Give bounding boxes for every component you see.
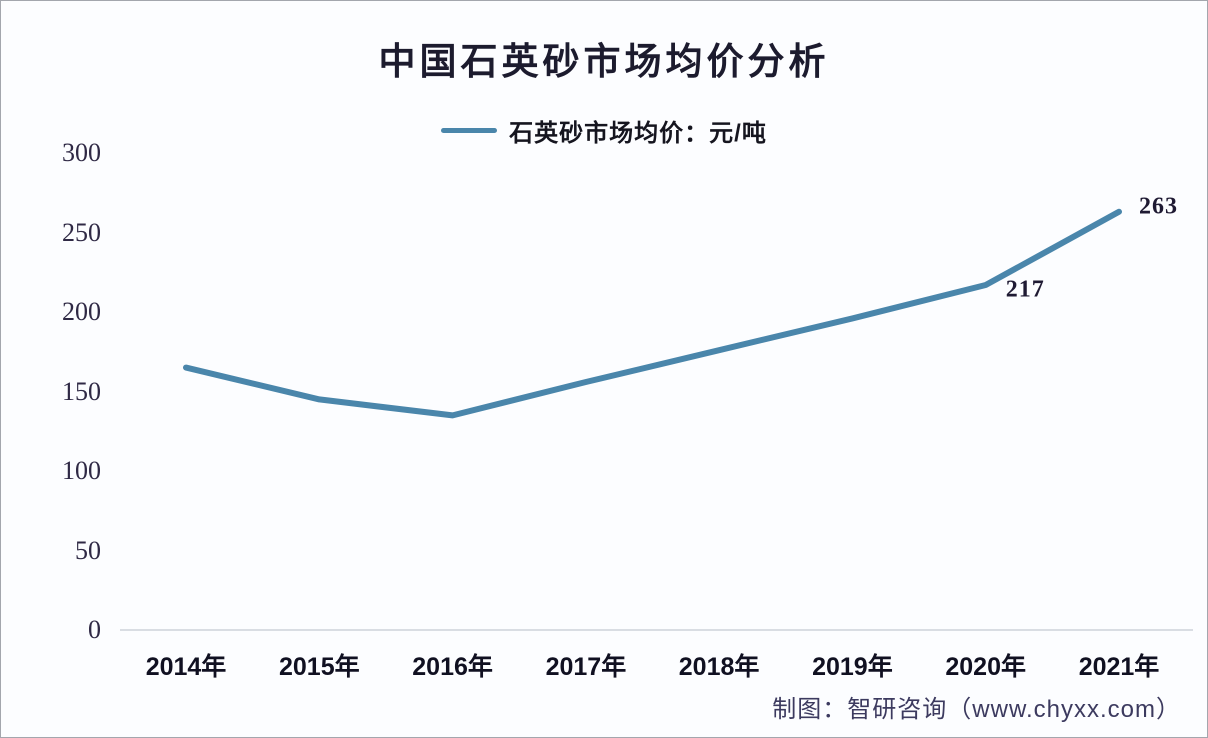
price-series-line xyxy=(183,208,1122,419)
legend-series-label: 石英砂市场均价：元/吨 xyxy=(509,120,767,147)
point-value-label: 217 xyxy=(1005,276,1045,303)
y-tick-label: 50 xyxy=(75,535,101,565)
source-attribution: 制图：智研咨询（www.chyxx.com） xyxy=(772,696,1181,723)
legend-line-swatch-icon xyxy=(441,128,498,133)
y-tick-label: 200 xyxy=(62,297,101,326)
x-tick-label: 2019年 xyxy=(812,653,893,681)
chart-legend: 石英砂市场均价：元/吨 xyxy=(1,113,1207,148)
y-tick-label: 300 xyxy=(62,138,101,167)
x-tick-label: 2020年 xyxy=(945,653,1026,681)
chart-title: 中国石英砂市场均价分析 xyxy=(378,42,830,83)
point-value-label: 263 xyxy=(1139,193,1178,220)
y-tick-label: 150 xyxy=(62,376,101,406)
x-tick-label: 2018年 xyxy=(678,653,760,681)
x-tick-label: 2016年 xyxy=(412,653,493,681)
y-tick-label: 100 xyxy=(62,456,101,485)
x-tick-label: 2014年 xyxy=(145,653,227,681)
x-tick-label: 2017年 xyxy=(545,653,627,681)
y-tick-label: 0 xyxy=(88,615,101,644)
y-tick-label: 250 xyxy=(62,217,101,247)
x-tick-label: 2015年 xyxy=(278,653,360,681)
x-tick-label: 2021年 xyxy=(1078,653,1160,681)
